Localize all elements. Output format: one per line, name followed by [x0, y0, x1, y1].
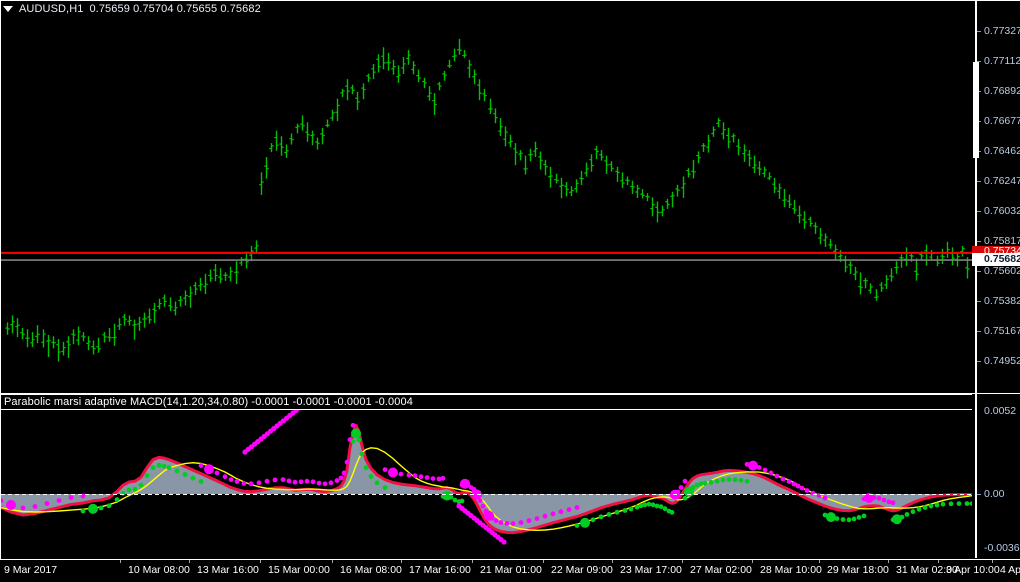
price-scale-label: 0.77327 [984, 25, 1020, 37]
indicator-title-box [1, 394, 972, 410]
price-scale-label: 0.74952 [984, 355, 1020, 367]
time-axis-tick [543, 560, 544, 563]
indicator-pane[interactable] [0, 393, 972, 559]
price-scale-tick [977, 181, 981, 182]
vertical-scrollbar-thumb[interactable] [973, 62, 979, 158]
time-axis-label: 23 Mar 17:00 [620, 564, 682, 576]
time-axis-tick [888, 560, 889, 563]
time-axis-tick [472, 560, 473, 563]
vertical-scrollbar-track[interactable] [975, 1, 977, 558]
price-scale[interactable]: 0.77327 0.77112 0.76892 0.76677 0.76462 0.762… [972, 0, 1020, 560]
indicator-scale-tick [977, 494, 981, 495]
time-axis-tick [819, 560, 820, 563]
ask-price-tag: 0.75734 [972, 246, 1020, 258]
time-axis-tick [938, 560, 939, 563]
time-axis-label: 21 Mar 01:00 [480, 564, 542, 576]
time-axis-label: 31 Mar 02:00 [896, 564, 958, 576]
time-axis-label: 3 Apr 10:00 [946, 564, 1000, 576]
time-axis-tick [120, 560, 121, 563]
price-scale-tick [977, 271, 981, 272]
time-axis-label: 4 Apr 18:00 [1000, 564, 1020, 576]
chevron-down-icon[interactable] [3, 6, 13, 12]
price-scale-label: 0.76677 [984, 115, 1020, 127]
price-scale-label: 0.75167 [984, 325, 1020, 337]
price-scale-tick [977, 211, 981, 212]
time-axis-label: 17 Mar 16:00 [409, 564, 471, 576]
symbol-header: AUDUSD,H1 0.75659 0.75704 0.75655 0.7568… [3, 2, 261, 16]
scale-divider [972, 393, 1020, 394]
price-scale-tick [977, 31, 981, 32]
time-axis-tick [992, 560, 993, 563]
price-scale-label: 0.76032 [984, 205, 1020, 217]
ohlc-values: 0.75659 0.75704 0.75655 0.75682 [89, 3, 261, 15]
time-axis-label: 15 Mar 00:00 [268, 564, 330, 576]
price-scale-tick [977, 121, 981, 122]
price-scale-tick [977, 331, 981, 332]
time-axis-tick [260, 560, 261, 563]
price-scale-tick [977, 151, 981, 152]
price-chart-pane[interactable] [0, 0, 972, 393]
time-axis-tick [332, 560, 333, 563]
price-scale-tick [977, 241, 981, 242]
indicator-title: Parabolic marsi adaptive MACD(14,1.20,34… [4, 396, 413, 408]
price-scale-label: 0.75602 [984, 265, 1020, 277]
indicator-canvas [1, 405, 972, 545]
time-axis-tick [682, 560, 683, 563]
price-chart-canvas [1, 38, 972, 362]
price-scale-tick [977, 91, 981, 92]
time-axis-label: 27 Mar 02:00 [690, 564, 752, 576]
price-scale-label: 0.75382 [984, 295, 1020, 307]
time-axis-tick [752, 560, 753, 563]
price-scale-label: 0.75817 [984, 235, 1020, 247]
time-axis-tick [189, 560, 190, 563]
time-axis-label: 13 Mar 16:00 [197, 564, 259, 576]
time-axis-label: 9 Mar 2017 [4, 564, 58, 576]
price-scale-label: 0.76462 [984, 145, 1020, 157]
time-axis-label: 29 Mar 18:00 [827, 564, 889, 576]
current-price-tag: 0.75682 [972, 252, 1020, 266]
price-scale-label: 0.77112 [984, 55, 1020, 67]
time-axis-label: 22 Mar 09:00 [551, 564, 613, 576]
time-axis-tick [612, 560, 613, 563]
price-scale-label: 0.76247 [984, 175, 1020, 187]
indicator-scale-label: -0.0036 [984, 542, 1020, 554]
indicator-scale-label: 0.00 [984, 488, 1005, 500]
price-scale-tick [977, 301, 981, 302]
price-scale-tick [977, 361, 981, 362]
time-axis[interactable]: 9 Mar 2017 10 Mar 08:00 13 Mar 16:00 15 Mar… [0, 559, 1020, 582]
time-axis-label: 10 Mar 08:00 [128, 564, 190, 576]
symbol-label: AUDUSD,H1 [19, 3, 84, 15]
time-axis-label: 16 Mar 08:00 [340, 564, 402, 576]
indicator-scale-label: 0.0052 [984, 405, 1017, 417]
price-scale-label: 0.76892 [984, 85, 1020, 97]
time-axis-tick [401, 560, 402, 563]
time-axis-label: 28 Mar 10:00 [760, 564, 822, 576]
price-scale-tick [977, 61, 981, 62]
